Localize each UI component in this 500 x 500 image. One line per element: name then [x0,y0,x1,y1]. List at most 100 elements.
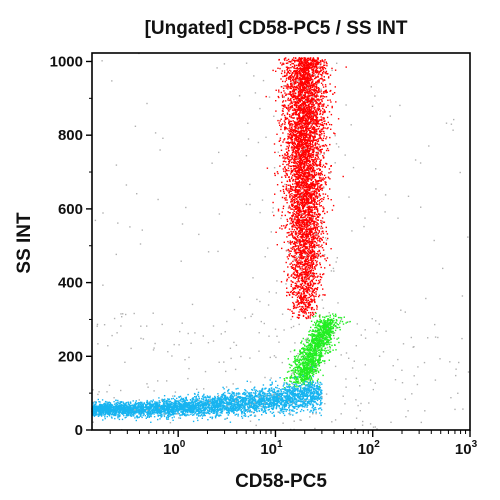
red-population-point [308,129,310,131]
red-population-point [321,133,323,135]
red-population-point [308,77,310,79]
red-population-point [297,143,299,146]
red-population-point [302,76,304,79]
red-population-point [312,141,314,143]
red-population-point [304,252,306,255]
red-population-point [310,103,313,105]
red-population-point [305,131,308,134]
red-population-point [323,122,326,125]
red-population-point [307,241,310,244]
red-population-point [308,110,310,112]
red-population-point [286,113,289,115]
red-population-point [320,95,322,97]
red-population-point [326,116,329,119]
red-population-point [302,182,304,185]
red-population-point [322,210,324,213]
red-population-point [300,162,302,164]
red-population-point [302,74,304,76]
red-population-point [296,170,299,173]
red-population-point [290,123,292,125]
red-population-point [312,156,314,158]
red-population-point [306,200,308,202]
red-population-point [295,158,297,161]
red-population-point [326,211,328,213]
red-population-point [305,161,308,163]
red-population-point [307,306,309,308]
red-population-point [301,144,303,146]
red-population-point [317,234,319,236]
red-population-point [301,87,304,89]
red-population-point [320,159,322,161]
red-population-point [287,149,290,152]
red-population-point [307,200,309,202]
red-population-point [302,62,304,64]
red-population-point [321,217,324,219]
red-population-point [282,185,285,188]
red-population-point [284,106,286,108]
red-population-point [303,175,305,177]
red-population-point [303,290,305,292]
red-population-point [304,238,307,240]
red-population-point [307,120,309,122]
red-population-point [322,66,324,68]
red-population-point [306,300,308,302]
red-population-point [275,231,277,233]
red-population-point [294,287,296,289]
red-population-point [321,100,323,103]
red-population-point [333,132,335,134]
red-population-point [304,236,306,239]
red-population-point [296,114,299,116]
red-population-point [283,170,285,172]
red-population-point [330,124,333,126]
red-population-point [317,106,319,108]
red-population-point [318,73,320,75]
red-population-point [316,125,318,127]
red-population-point [312,257,315,259]
red-population-point [333,92,336,94]
red-population-point [306,120,308,122]
red-population-point [311,196,313,198]
red-population-point [306,69,308,71]
red-population-point [295,178,297,181]
red-population-point [310,243,312,246]
red-population-point [306,269,308,271]
red-population-point [315,234,317,236]
red-population-point [306,202,308,204]
red-population-point [294,183,296,185]
red-population-point [308,269,310,271]
red-population-point [301,125,303,127]
red-population-point [302,181,305,183]
red-population-point [299,139,302,141]
red-population-point [293,165,295,167]
red-population-point [310,126,313,128]
red-population-point [308,278,310,280]
red-population-point [297,70,299,73]
red-population-point [306,128,308,130]
red-population-point [279,124,281,126]
red-population-point [300,63,302,65]
red-population-point [310,145,313,148]
red-population-point [300,310,303,313]
red-population-point [295,213,297,216]
red-population-point [315,66,317,69]
red-population-point [323,120,325,122]
red-population-point [309,136,311,138]
red-population-point [295,208,297,210]
red-population-point [317,120,320,123]
red-population-point [313,175,315,178]
red-population-point [305,86,307,88]
red-population-point [287,108,289,110]
red-population-point [305,196,307,198]
red-population-point [311,124,313,126]
red-population-point [292,220,295,222]
red-population-point [285,118,287,120]
red-population-point [309,131,311,134]
red-population-point [306,99,308,102]
red-population-point [302,155,304,157]
red-population-point [324,84,327,86]
red-population-point [296,225,299,227]
red-population-point [303,310,306,312]
red-population-point [295,241,297,244]
red-population-point [315,288,318,290]
red-population-point [298,241,300,243]
